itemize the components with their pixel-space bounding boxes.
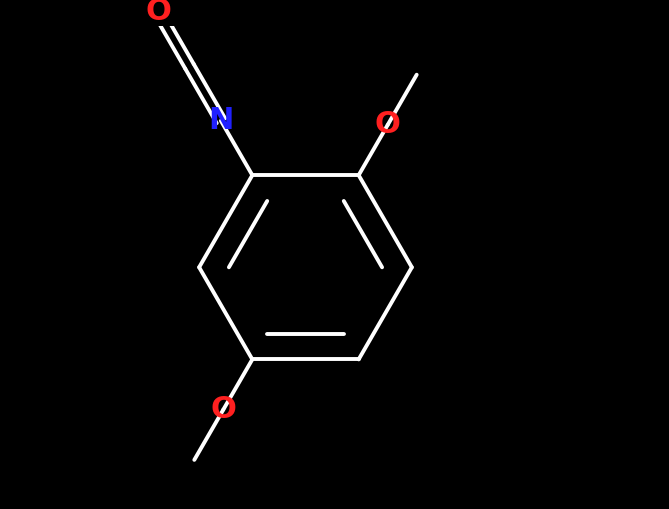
Text: O: O: [375, 110, 401, 139]
Text: O: O: [210, 395, 236, 424]
Text: O: O: [145, 0, 171, 26]
Text: N: N: [208, 106, 233, 135]
